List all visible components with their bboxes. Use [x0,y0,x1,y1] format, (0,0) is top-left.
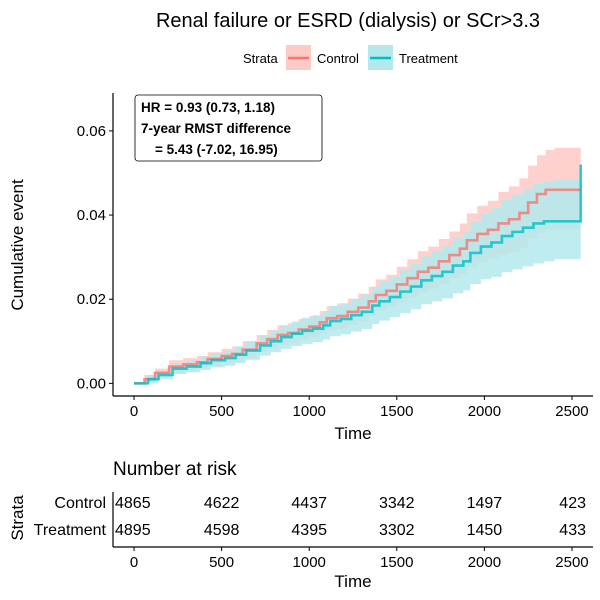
y-axis-title: Cumulative event [8,179,27,311]
legend-entry-treatment: Treatment [368,45,458,70]
risk-value-control: 423 [559,495,586,512]
confidence-bands [134,147,581,384]
x-tick-label: 500 [209,403,234,420]
curve-treatment [134,164,583,385]
confidence-band-treatment [134,164,581,384]
risk-value-treatment: 1450 [467,522,503,539]
y-tick-label: 0.06 [77,123,106,140]
hr-annotation-box [134,94,323,162]
legend-label-treatment: Treatment [399,51,458,66]
legend: Strata Control Treatment [243,45,458,70]
confidence-band-control [134,147,581,384]
risk-x-tick-label: 0 [130,554,138,571]
legend-title: Strata [243,51,278,66]
risk-value-control: 4437 [291,495,327,512]
risk-x-tick-label: 2000 [468,554,501,571]
risk-x-tick-label: 500 [209,554,234,571]
legend-entry-control: Control [286,45,359,70]
hr-line-2: 7-year RMST difference [141,121,292,136]
legend-label-control: Control [317,51,359,66]
x-axis-title: Time [334,424,371,443]
risk-value-control: 4865 [115,495,151,512]
y-tick-label: 0.00 [77,375,106,392]
hr-annotation: HR = 0.93 (0.73, 1.18) 7-year RMST diffe… [134,94,323,162]
risk-table: Number at risk Control 4865 4622 4437 3342 14… [8,459,593,591]
risk-x-axis-title: Time [334,572,371,591]
risk-value-treatment: 4895 [115,522,151,539]
risk-x-tick-label: 2500 [555,554,588,571]
y-tick-label: 0.02 [77,291,106,308]
risk-value-treatment: 3302 [379,522,415,539]
risk-table-rows: Control 4865 4622 4437 3342 1497 423 Treatment 4… [34,495,586,539]
risk-value-treatment: 4598 [204,522,240,539]
x-tick-label: 1000 [293,403,326,420]
y-tick-label: 0.04 [77,207,106,224]
risk-strata-label-control: Control [54,495,106,512]
x-tick-label: 0 [130,403,138,420]
x-axis-ticks: 0 500 1000 1500 2000 2500 [130,396,589,420]
chart-title: Renal failure or ESRD (dialysis) or SCr>… [156,10,540,32]
risk-table-title: Number at risk [113,459,237,480]
risk-value-treatment: 433 [559,522,586,539]
plot-area [134,147,583,385]
y-axis-ticks: 0.00 0.02 0.04 0.06 [77,123,113,392]
x-tick-label: 1500 [380,403,413,420]
x-tick-label: 2500 [555,403,588,420]
hr-line-1: HR = 0.93 (0.73, 1.18) [141,100,275,115]
hr-line-3: = 5.43 (-7.02, 16.95) [155,142,278,157]
risk-value-treatment: 4395 [291,522,327,539]
risk-value-control: 4622 [204,495,240,512]
survival-curves [134,164,583,385]
x-tick-label: 2000 [468,403,501,420]
risk-y-axis-title: Strata [8,495,27,541]
risk-value-control: 3342 [379,495,415,512]
risk-strata-label-treatment: Treatment [34,522,107,539]
curve-control [134,188,581,385]
risk-x-tick-label: 1000 [293,554,326,571]
risk-value-control: 1497 [467,495,503,512]
risk-x-axis-ticks: 0 500 1000 1500 2000 2500 [130,547,589,571]
risk-x-tick-label: 1500 [380,554,413,571]
